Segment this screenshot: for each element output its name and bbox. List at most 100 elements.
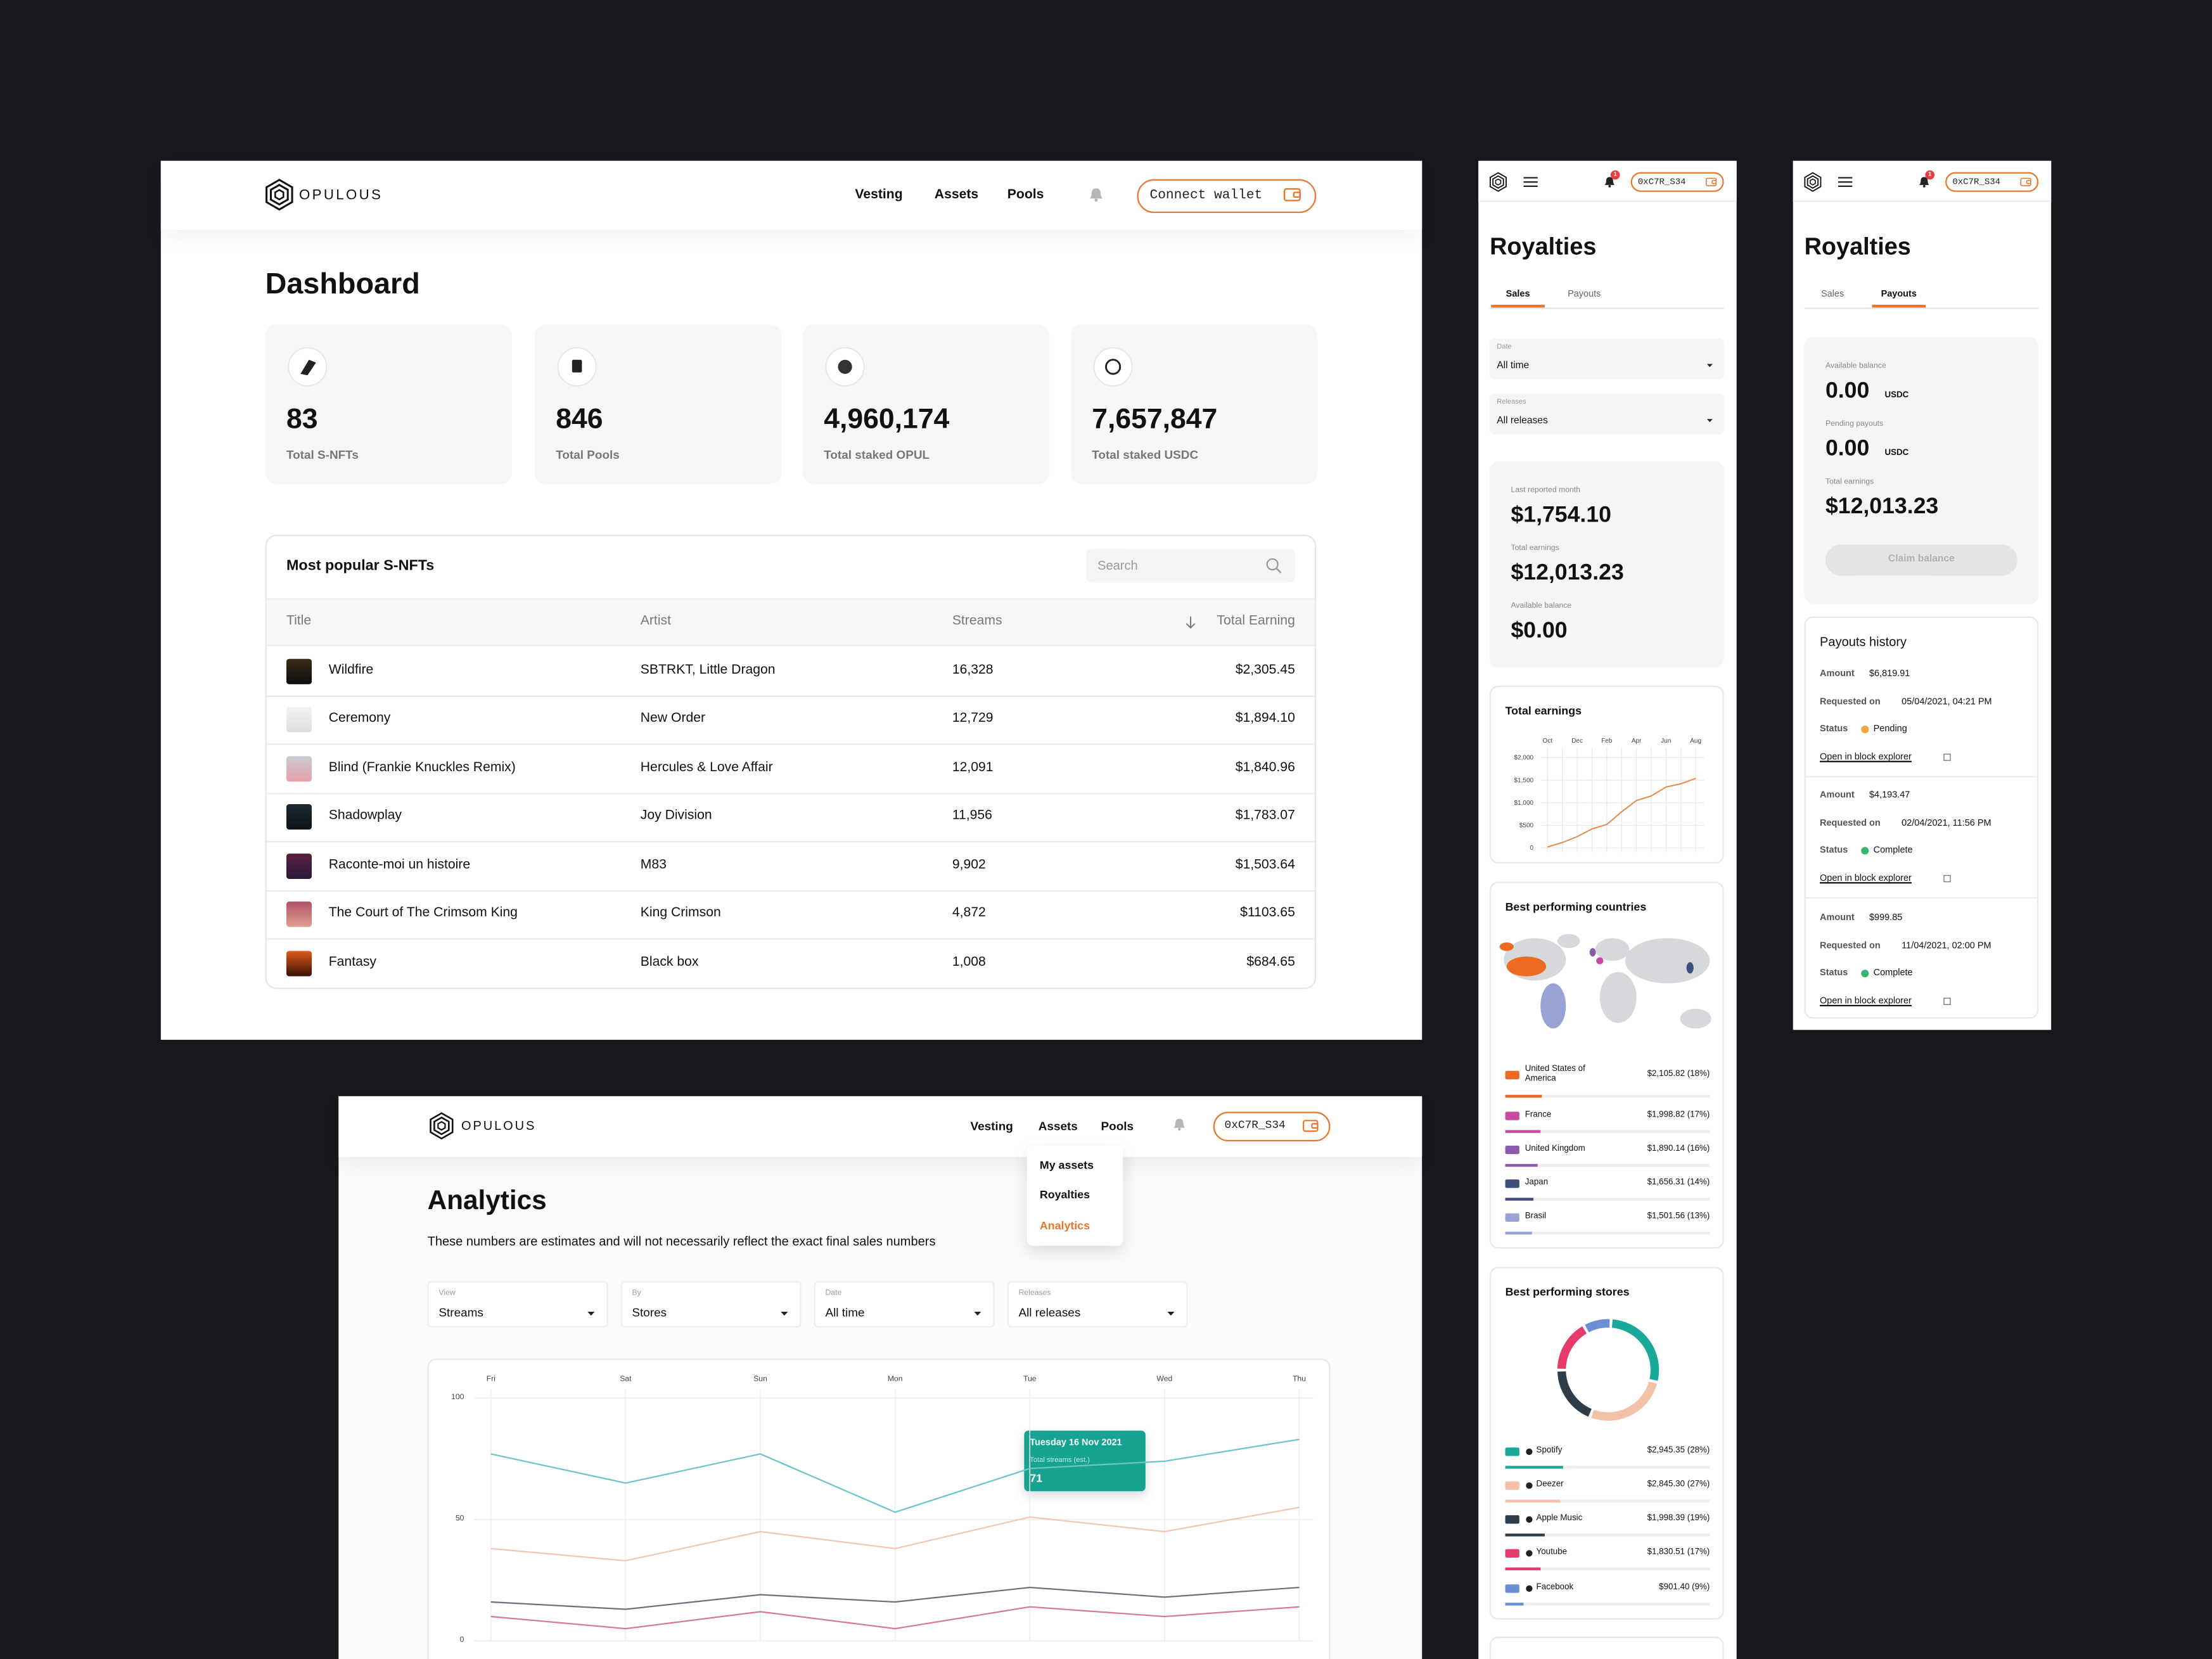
search-box[interactable] [1086,549,1295,583]
nav-link[interactable]: Pools [1101,1118,1134,1134]
payout-date: 11/04/2021, 02:00 PM [1902,941,1991,952]
nav-link[interactable]: Pools [1007,187,1044,203]
y-tick-label: 0 [1530,844,1534,852]
x-tick-label: Fri [486,1375,495,1384]
tab[interactable]: Sales [1506,290,1530,300]
track-title[interactable]: The Court of The Crimsom King [328,905,518,921]
row-divider [266,743,1315,745]
menu-item[interactable]: Royalties [1039,1188,1090,1201]
filter-select[interactable] [1490,338,1724,380]
store-amount: $1,998.39 (19%) [1647,1515,1710,1523]
country-swatch [1505,1179,1519,1188]
row-thumbnail [286,853,312,880]
menu-item[interactable]: Analytics [1039,1219,1090,1233]
filter-label: Date [825,1289,842,1298]
balance-label: Pending payouts [1825,420,1884,429]
stat-value: 846 [556,404,603,435]
claim-button[interactable] [1825,544,2017,576]
store-name: Facebook [1536,1584,1574,1592]
track-artist: SBTRKT, Little Dragon [640,662,776,678]
wallet-address: 0xC7R_S34 [1224,1119,1286,1132]
menu-item[interactable]: My assets [1039,1158,1094,1172]
filter-select[interactable] [814,1281,995,1328]
tab-underline [1872,304,1926,308]
filter-select[interactable] [1490,394,1724,435]
track-title[interactable]: Wildfire [328,662,374,678]
track-title[interactable]: Shadowplay [328,807,402,824]
x-tick-label: Oct [1542,737,1553,745]
tab[interactable]: Sales [1820,290,1844,300]
track-earning: $1,894.10 [1235,710,1295,726]
tab[interactable]: Payouts [1881,290,1917,300]
page-title: Analytics [427,1186,547,1217]
share-track [1505,1163,1710,1167]
row-thumbnail [286,756,312,782]
page-title: Royalties [1804,233,1911,260]
filter-label: Releases [1497,398,1526,407]
payout-date: 02/04/2021, 11:56 PM [1902,818,1991,829]
row-thumbnail [286,951,312,977]
wallet-button[interactable] [1213,1111,1331,1142]
nav-link[interactable]: Assets [1038,1118,1078,1134]
x-tick-label: Apr [1631,737,1642,745]
track-streams: 11,956 [952,807,992,824]
filter-select[interactable] [1007,1281,1188,1328]
nav-link[interactable]: Vesting [970,1118,1013,1134]
explorer-link[interactable]: Open in block explorer [1820,996,1912,1007]
nav-link[interactable]: Vesting [855,187,903,203]
row-thumbnail [286,804,312,830]
filter-select[interactable] [427,1281,608,1328]
y-tick-label: $2,000 [1514,753,1534,761]
card-title: Payouts history [1820,634,1907,649]
track-artist: M83 [640,857,667,873]
column-header[interactable]: Title [286,613,312,629]
track-title[interactable]: Raconte-moi un histoire [328,857,471,873]
track-title[interactable]: Ceremony [328,710,391,726]
store-name: Youtube [1536,1548,1568,1557]
track-earning: $1,840.96 [1235,760,1295,776]
share-track [1505,1567,1710,1570]
filter-label: Date [1497,343,1512,352]
store-name: Deezer [1536,1480,1564,1490]
share-bar [1505,1534,1544,1536]
payout-amount: $6,819.91 [1869,669,1910,679]
explorer-link[interactable]: Open in block explorer [1820,873,1912,884]
track-earning: $1,783.07 [1235,807,1295,824]
tab[interactable]: Payouts [1568,290,1601,300]
table-header-row [266,598,1315,646]
track-title[interactable]: Blind (Frankie Knuckles Remix) [328,760,516,776]
balance-unit: USDC [1884,449,1909,458]
balance-label: Total earnings [1825,478,1874,487]
wallet-button[interactable] [1630,172,1724,192]
x-tick-label: Sun [753,1375,767,1384]
country-name: France [1525,1111,1552,1120]
country-swatch [1505,1213,1519,1222]
connect-wallet-button[interactable] [1137,179,1317,214]
column-header[interactable]: Total Earning [1217,613,1295,629]
connect-wallet-label: Connect wallet [1149,187,1263,203]
field-label: Requested on [1820,818,1881,829]
payout-status: Complete [1873,968,1913,978]
y-tick-label: 50 [455,1515,464,1524]
wallet-button[interactable] [1945,172,2039,192]
stat-label: Total staked USDC [1092,447,1199,462]
column-header[interactable]: Streams [952,613,1002,629]
filter-value: All releases [1018,1305,1081,1319]
country-amount: $1,501.56 (13%) [1647,1212,1710,1222]
track-artist: King Crimson [640,905,721,921]
track-title[interactable]: Fantasy [328,954,376,970]
explorer-link[interactable]: Open in block explorer [1820,752,1912,762]
store-name: Spotify [1536,1447,1563,1456]
row-thumbnail [286,901,312,927]
share-track [1505,1231,1710,1234]
row-divider [266,793,1315,795]
filter-select[interactable] [620,1281,802,1328]
nav-link[interactable]: Assets [934,187,979,203]
column-header[interactable]: Artist [640,613,671,629]
claim-label: Claim balance [1888,554,1955,565]
field-label: Requested on [1820,941,1881,952]
summary-label: Last reported month [1511,486,1581,496]
page-title: Dashboard [265,267,420,301]
summary-value: $0.00 [1511,618,1568,643]
